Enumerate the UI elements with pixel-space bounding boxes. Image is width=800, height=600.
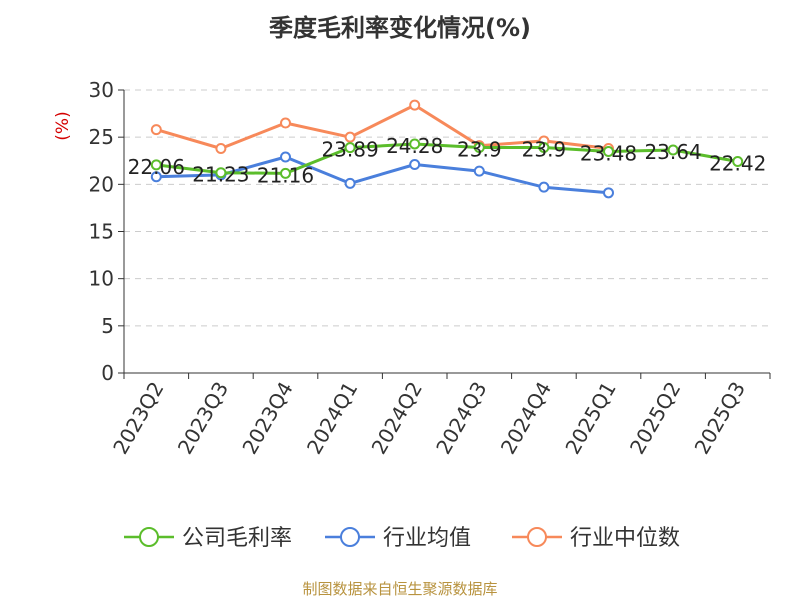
data-point-2 bbox=[409, 99, 421, 111]
data-point-1 bbox=[409, 159, 421, 171]
x-tick-label: 2025Q3 bbox=[690, 378, 750, 459]
x-tick-label: 2025Q2 bbox=[625, 378, 685, 459]
data-point-1 bbox=[603, 187, 614, 199]
y-tick-label: 10 bbox=[89, 267, 114, 291]
y-axis-label: (%) bbox=[53, 111, 73, 140]
data-label: 23.64 bbox=[644, 140, 701, 164]
data-point-0 bbox=[603, 146, 614, 158]
data-label: 22.42 bbox=[709, 152, 766, 176]
data-point-2 bbox=[344, 131, 356, 143]
data-point-2 bbox=[280, 117, 291, 129]
data-point-0 bbox=[473, 142, 485, 154]
x-tick-label: 2024Q2 bbox=[367, 378, 427, 459]
x-tick-label: 2024Q4 bbox=[496, 378, 556, 459]
chart-title: 季度毛利率变化情况(%) bbox=[269, 14, 531, 42]
legend-marker bbox=[527, 527, 547, 547]
data-point-1 bbox=[473, 165, 485, 177]
data-point-0 bbox=[280, 167, 291, 179]
data-label: 22.06 bbox=[128, 155, 185, 179]
legend-label: 行业均值 bbox=[383, 526, 471, 551]
legend-marker bbox=[139, 527, 159, 547]
data-point-0 bbox=[215, 167, 227, 179]
data-point-2 bbox=[215, 142, 227, 154]
series-line-0 bbox=[156, 142, 738, 175]
y-tick-label: 25 bbox=[89, 125, 114, 149]
data-point-1 bbox=[150, 171, 162, 183]
x-tick-label: 2025Q1 bbox=[560, 378, 620, 459]
y-tick-label: 5 bbox=[101, 314, 114, 338]
data-label: 23.9 bbox=[522, 138, 567, 162]
data-label: 21.16 bbox=[257, 163, 314, 187]
y-tick-label: 15 bbox=[89, 220, 114, 244]
data-point-0 bbox=[667, 144, 679, 156]
data-point-1 bbox=[344, 177, 356, 189]
legend-marker bbox=[340, 527, 360, 547]
data-point-0 bbox=[150, 159, 162, 171]
data-label: 21.23 bbox=[192, 163, 249, 187]
data-point-0 bbox=[732, 156, 744, 168]
data-point-2 bbox=[150, 124, 162, 136]
legend-label: 公司毛利率 bbox=[182, 526, 292, 551]
y-tick-label: 30 bbox=[89, 78, 114, 102]
data-point-0 bbox=[344, 142, 356, 154]
series-line-2 bbox=[155, 103, 609, 150]
y-tick-label: 20 bbox=[89, 172, 114, 196]
x-tick-label: 2023Q4 bbox=[237, 378, 297, 459]
legend-label: 行业中位数 bbox=[570, 526, 680, 551]
y-tick-label: 0 bbox=[101, 361, 114, 385]
data-label: 23.48 bbox=[580, 142, 637, 166]
x-tick-label: 2024Q1 bbox=[302, 378, 362, 459]
x-tick-label: 2024Q3 bbox=[431, 378, 491, 459]
data-source-note: 制图数据来自恒生聚源数据库 bbox=[302, 580, 498, 598]
data-label: 24.28 bbox=[386, 134, 443, 158]
x-tick-label: 2023Q3 bbox=[173, 378, 233, 459]
data-point-1 bbox=[280, 151, 291, 163]
data-point-0 bbox=[409, 138, 421, 150]
data-point-1 bbox=[538, 181, 550, 193]
data-label: 23.89 bbox=[321, 138, 378, 162]
x-tick-label: 2023Q2 bbox=[108, 378, 168, 459]
data-label: 23.9 bbox=[457, 138, 502, 162]
data-point-0 bbox=[538, 142, 550, 154]
